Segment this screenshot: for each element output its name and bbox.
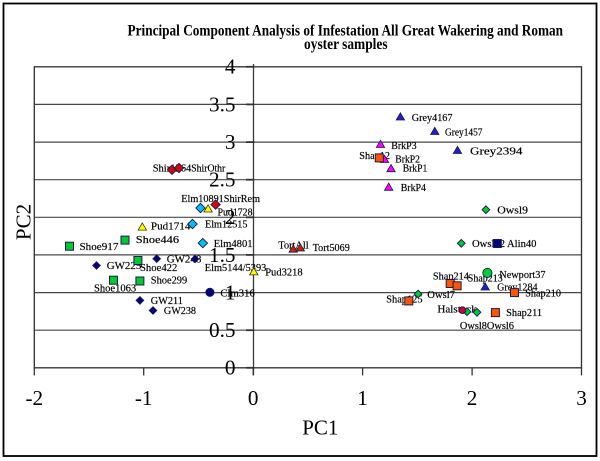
- svg-text:BrkP2: BrkP2: [395, 153, 420, 165]
- svg-text:Elm5144/5393: Elm5144/5393: [205, 262, 267, 274]
- svg-text:2: 2: [225, 205, 236, 229]
- svg-text:Grey4167: Grey4167: [412, 112, 453, 124]
- svg-text:Owsl8Owsl6: Owsl8Owsl6: [460, 320, 514, 332]
- svg-text:Shap211: Shap211: [506, 307, 542, 319]
- svg-text:BrkP4: BrkP4: [401, 182, 427, 194]
- svg-text:2.5: 2.5: [209, 168, 235, 192]
- svg-text:PC2: PC2: [12, 204, 36, 240]
- svg-text:GW248: GW248: [167, 253, 202, 265]
- svg-text:Tort5069: Tort5069: [313, 242, 351, 254]
- svg-text:Grey1284: Grey1284: [497, 282, 538, 294]
- svg-text:Principal Component Analysis o: Principal Component Analysis of Infestat…: [128, 22, 564, 39]
- svg-text:BrkP1: BrkP1: [403, 163, 428, 175]
- svg-text:Owsl9: Owsl9: [497, 204, 528, 216]
- svg-text:Shoe422: Shoe422: [140, 262, 177, 274]
- svg-text:Shap210: Shap210: [525, 288, 561, 300]
- svg-text:2: 2: [467, 386, 478, 410]
- svg-text:Halstock: Halstock: [437, 303, 477, 315]
- svg-text:oyster samples: oyster samples: [304, 36, 388, 53]
- svg-text:4: 4: [225, 55, 236, 79]
- svg-text:Pud1728: Pud1728: [218, 207, 253, 219]
- svg-text:0: 0: [225, 356, 236, 380]
- svg-text:Elm12515: Elm12515: [205, 219, 248, 231]
- svg-text:Elm4801: Elm4801: [214, 238, 253, 250]
- svg-text:Shoe299: Shoe299: [151, 275, 188, 287]
- svg-text:3: 3: [225, 130, 236, 154]
- svg-text:1: 1: [225, 280, 236, 304]
- svg-text:GW225: GW225: [107, 260, 142, 272]
- svg-text:-2: -2: [25, 386, 43, 410]
- svg-text:Owsl7: Owsl7: [427, 289, 455, 301]
- svg-text:Clm316: Clm316: [220, 287, 255, 299]
- svg-text:Pud1714: Pud1714: [151, 221, 191, 233]
- svg-text:ShirRem: ShirRem: [224, 193, 261, 205]
- svg-text:PC1: PC1: [302, 416, 338, 440]
- svg-text:1.5: 1.5: [209, 243, 235, 267]
- svg-text:Shoe446: Shoe446: [136, 234, 180, 246]
- svg-text:Grey1457: Grey1457: [445, 127, 483, 139]
- svg-text:Shoe917: Shoe917: [80, 241, 119, 253]
- svg-text:1: 1: [357, 386, 368, 410]
- svg-text:ShirOthr: ShirOthr: [191, 163, 225, 175]
- svg-text:Shap214: Shap214: [433, 270, 469, 282]
- svg-text:Grey2394: Grey2394: [470, 145, 523, 157]
- svg-text:Shoe1063: Shoe1063: [94, 282, 137, 294]
- svg-text:3: 3: [576, 386, 587, 410]
- svg-text:Newport37: Newport37: [499, 269, 546, 281]
- svg-text:Pud3218: Pud3218: [265, 267, 303, 279]
- svg-text:GW211: GW211: [151, 295, 183, 307]
- svg-text:0: 0: [248, 386, 259, 410]
- svg-text:3.5: 3.5: [209, 92, 235, 116]
- svg-text:BrkP3: BrkP3: [391, 140, 417, 152]
- svg-text:-1: -1: [135, 386, 153, 410]
- svg-text:0.5: 0.5: [209, 318, 235, 342]
- svg-text:Shap213: Shap213: [468, 273, 503, 285]
- svg-text:Alin40: Alin40: [507, 238, 537, 250]
- svg-text:GW238: GW238: [164, 305, 197, 317]
